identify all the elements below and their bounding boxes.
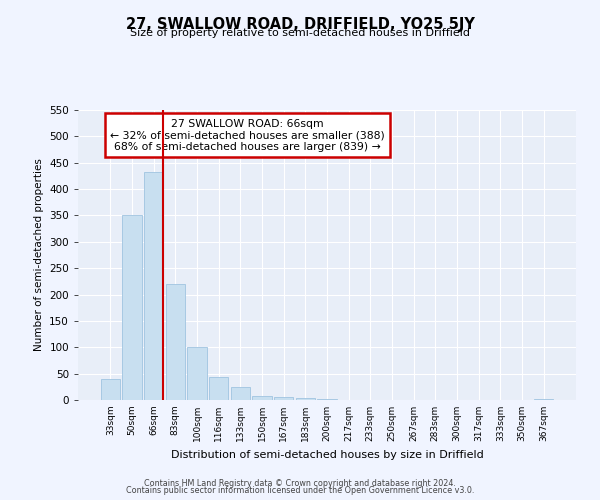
Bar (230, 387, 250, 400)
Y-axis label: Number of semi-detached properties: Number of semi-detached properties (34, 158, 44, 352)
Bar (144, 172, 163, 400)
Bar (252, 396, 272, 400)
Bar (101, 379, 120, 400)
Text: Contains public sector information licensed under the Open Government Licence v3: Contains public sector information licen… (126, 486, 474, 495)
Bar (296, 398, 315, 400)
Bar (274, 398, 293, 400)
Bar (534, 399, 553, 400)
X-axis label: Distribution of semi-detached houses by size in Driffield: Distribution of semi-detached houses by … (170, 450, 484, 460)
Text: Contains HM Land Registry data © Crown copyright and database right 2024.: Contains HM Land Registry data © Crown c… (144, 478, 456, 488)
Bar (122, 216, 142, 400)
Text: Size of property relative to semi-detached houses in Driffield: Size of property relative to semi-detach… (130, 28, 470, 38)
Text: 27 SWALLOW ROAD: 66sqm
← 32% of semi-detached houses are smaller (388)
68% of se: 27 SWALLOW ROAD: 66sqm ← 32% of semi-det… (110, 118, 385, 152)
Bar (166, 284, 185, 400)
Bar (187, 346, 207, 400)
Text: 27, SWALLOW ROAD, DRIFFIELD, YO25 5JY: 27, SWALLOW ROAD, DRIFFIELD, YO25 5JY (125, 18, 475, 32)
Bar (209, 377, 229, 400)
